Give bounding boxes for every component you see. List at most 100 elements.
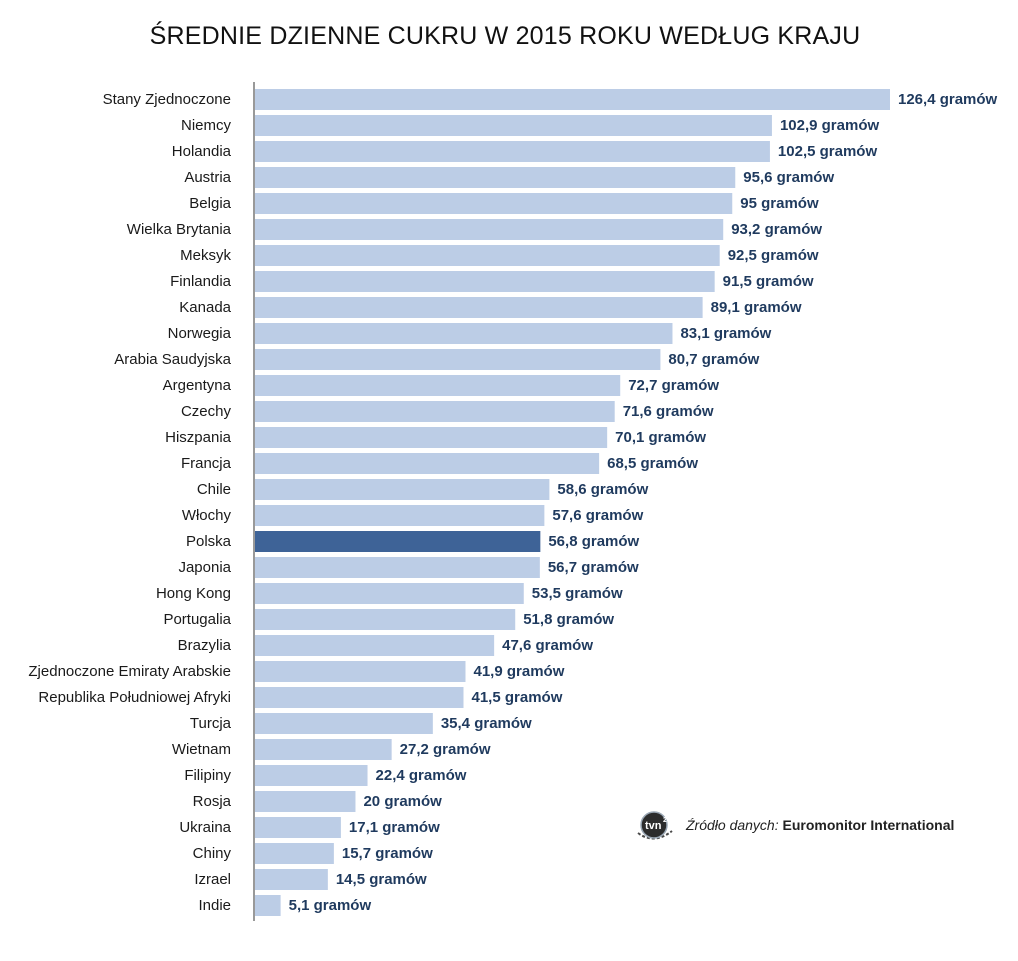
value-label: 93,2 gramów (731, 221, 822, 238)
category-label: Meksyk (180, 247, 231, 264)
category-label: Chiny (193, 845, 232, 862)
bar-hong-kong (255, 583, 524, 604)
value-label: 22,4 gramów (376, 767, 467, 784)
category-label: Brazylia (178, 637, 232, 654)
bar-wielka-brytania (255, 219, 724, 240)
bar-chiny (255, 843, 334, 864)
value-label: 20 gramów (363, 793, 442, 810)
bar-filipiny (255, 765, 368, 786)
category-label: Rosja (193, 793, 232, 810)
value-label: 56,7 gramów (548, 559, 639, 576)
bar-finlandia (255, 271, 715, 292)
bar-ukraina (255, 817, 341, 838)
category-label: Polska (186, 533, 232, 550)
value-label: 27,2 gramów (400, 741, 491, 758)
value-label: 71,6 gramów (623, 403, 714, 420)
bar-chile (255, 479, 550, 500)
value-label: 95 gramów (740, 195, 819, 212)
value-label: 92,5 gramów (728, 247, 819, 264)
bar-norwegia (255, 323, 673, 344)
value-label: 72,7 gramów (628, 377, 719, 394)
bar-turcja (255, 713, 433, 734)
category-label: Holandia (172, 143, 232, 160)
source-prefix: Źródło danych: (686, 817, 779, 833)
bar-zjednoczone-emiraty-arabskie (255, 661, 466, 682)
category-label: Włochy (182, 507, 232, 524)
value-label: 17,1 gramów (349, 819, 440, 836)
bar-japonia (255, 557, 540, 578)
value-label: 15,7 gramów (342, 845, 433, 862)
category-label: Izrael (194, 871, 231, 888)
category-label: Republika Południowej Afryki (38, 689, 231, 706)
category-label: Kanada (179, 299, 231, 316)
bar-austria (255, 167, 736, 188)
bar-arabia-saudyjska (255, 349, 661, 370)
value-label: 57,6 gramów (552, 507, 643, 524)
category-label: Turcja (190, 715, 232, 732)
value-label: 51,8 gramów (523, 611, 614, 628)
bar-wietnam (255, 739, 392, 760)
category-label: Hiszpania (165, 429, 232, 446)
bar-indie (255, 895, 281, 916)
value-label: 56,8 gramów (548, 533, 639, 550)
bar-francja (255, 453, 600, 474)
svg-text:tvn: tvn (645, 820, 662, 832)
bar-izrael (255, 869, 328, 890)
category-label: Ukraina (179, 819, 231, 836)
value-label: 95,6 gramów (743, 169, 834, 186)
bar-portugalia (255, 609, 516, 630)
value-label: 47,6 gramów (502, 637, 593, 654)
tvn24-logo-icon: tvn 24 (637, 811, 673, 840)
value-label: 41,5 gramów (471, 689, 562, 706)
bar-czechy (255, 401, 615, 422)
value-label: 102,5 gramów (778, 143, 878, 160)
value-label: 80,7 gramów (668, 351, 759, 368)
category-label: Indie (198, 897, 231, 914)
bar-hiszpania (255, 427, 608, 448)
bar-brazylia (255, 635, 495, 656)
category-label: Zjednoczone Emiraty Arabskie (28, 663, 231, 680)
category-label: Czechy (181, 403, 232, 420)
category-label: Finlandia (170, 273, 232, 290)
bar-belgia (255, 193, 733, 214)
source-name: Euromonitor International (782, 817, 955, 833)
bar-włochy (255, 505, 545, 526)
category-label: Japonia (178, 559, 231, 576)
bar-stany-zjednoczone (255, 89, 890, 110)
category-label: Chile (197, 481, 231, 498)
value-label: 41,9 gramów (473, 663, 564, 680)
bar-holandia (255, 141, 770, 162)
category-label: Hong Kong (156, 585, 231, 602)
category-label: Filipiny (184, 767, 231, 784)
category-label: Norwegia (168, 325, 232, 342)
bar-rosja (255, 791, 356, 812)
category-label: Portugalia (163, 611, 231, 628)
bar-meksyk (255, 245, 720, 266)
value-label: 70,1 gramów (615, 429, 706, 446)
bar-republika-południowej-afryki (255, 687, 464, 708)
category-label: Francja (181, 455, 232, 472)
value-label: 14,5 gramów (336, 871, 427, 888)
category-label: Austria (184, 169, 231, 186)
category-label: Belgia (189, 195, 231, 212)
value-label: 83,1 gramów (680, 325, 771, 342)
value-label: 89,1 gramów (711, 299, 802, 316)
bar-polska (255, 531, 541, 552)
category-label: Wielka Brytania (127, 221, 232, 238)
bar-kanada (255, 297, 703, 318)
bar-argentyna (255, 375, 621, 396)
value-label: 102,9 gramów (780, 117, 880, 134)
source-credit: tvn 24 Źródło danych: Euromonitor Intern… (632, 805, 954, 845)
category-label: Arabia Saudyjska (114, 351, 231, 368)
source-text: Źródło danych: Euromonitor International (686, 817, 954, 833)
category-label: Stany Zjednoczone (103, 91, 231, 108)
value-label: 35,4 gramów (441, 715, 532, 732)
category-label: Argentyna (163, 377, 232, 394)
category-label: Niemcy (181, 117, 232, 134)
svg-text:24: 24 (663, 817, 671, 824)
category-label: Wietnam (172, 741, 231, 758)
value-label: 68,5 gramów (607, 455, 698, 472)
bars-layer: Stany Zjednoczone 126,4 gramów Niemcy 102,9… (28, 89, 998, 916)
value-label: 53,5 gramów (532, 585, 623, 602)
